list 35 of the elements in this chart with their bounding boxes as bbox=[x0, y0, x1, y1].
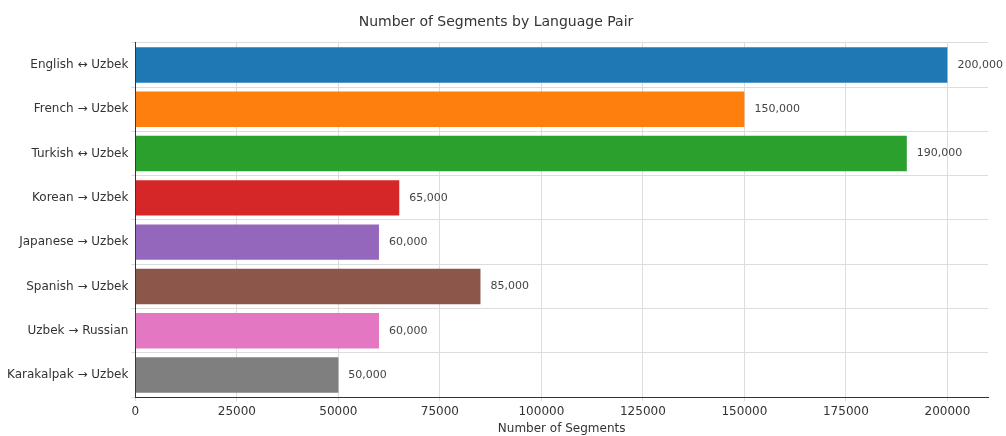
data-label: 60,000 bbox=[388, 235, 428, 249]
y-tick-label: Turkish ↔ Uzbek bbox=[30, 145, 129, 160]
data-label: 50,000 bbox=[348, 367, 387, 381]
y-tick-label: Spanish → Uzbek bbox=[26, 278, 129, 293]
y-tick-label: Karakalpak → Uzbek bbox=[7, 367, 129, 382]
bar bbox=[135, 91, 745, 127]
x-tick-label: 50000 bbox=[319, 403, 358, 418]
bar bbox=[135, 135, 907, 172]
data-label: 65,000 bbox=[409, 190, 448, 204]
data-label: 60,000 bbox=[388, 323, 428, 337]
data-label: 200,000 bbox=[957, 57, 1003, 71]
bar bbox=[135, 357, 339, 393]
data-label: 85,000 bbox=[490, 279, 529, 293]
chart-title: Number of Segments by Language Pair bbox=[358, 13, 634, 30]
x-tick-label: 0 bbox=[131, 403, 140, 418]
x-tick-label: 100000 bbox=[518, 403, 565, 418]
x-axis-title: Number of Segments bbox=[497, 420, 626, 435]
bar bbox=[135, 224, 379, 260]
y-tick-label: Japanese → Uzbek bbox=[18, 234, 129, 249]
x-tick-label: 25000 bbox=[217, 403, 256, 418]
y-tick-label: Uzbek → Russian bbox=[27, 322, 129, 337]
data-label: 150,000 bbox=[754, 102, 800, 116]
bar bbox=[135, 180, 400, 216]
bar bbox=[135, 313, 379, 349]
bar bbox=[135, 268, 481, 305]
x-tick-label: 150000 bbox=[721, 403, 768, 418]
y-tick-label: English ↔ Uzbek bbox=[30, 57, 129, 72]
data-label: 190,000 bbox=[916, 146, 963, 160]
y-tick-label: French → Uzbek bbox=[33, 101, 129, 116]
y-tick-label: Korean → Uzbek bbox=[32, 189, 129, 204]
x-tick-label: 175000 bbox=[822, 403, 869, 418]
x-tick-label: 125000 bbox=[619, 403, 666, 418]
x-tick-label: 200000 bbox=[924, 403, 971, 418]
bar bbox=[135, 47, 948, 83]
x-tick-label: 75000 bbox=[420, 403, 459, 418]
